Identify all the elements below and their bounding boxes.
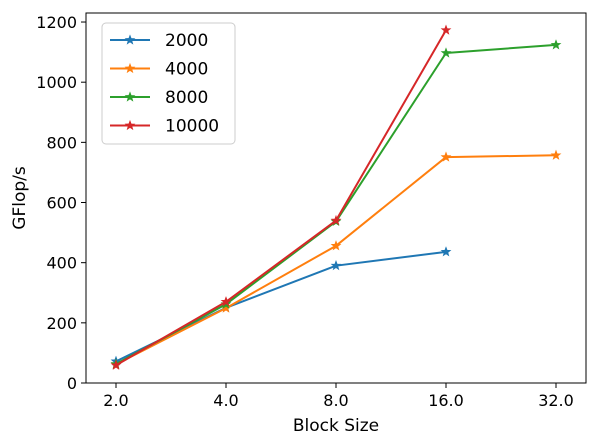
legend-marker [124,62,136,74]
y-tick-label: 800 [46,133,77,152]
data-point [440,47,452,58]
series-line [115,250,447,363]
y-axis: 0 200 400 600 800 1000 1200 [36,13,86,393]
y-tick-label: 600 [46,194,77,213]
data-point [330,260,342,271]
legend-marker [124,91,136,102]
series-line [115,29,447,367]
data-point [440,24,452,35]
legend-box [101,22,236,145]
legend-label: 2000 [165,31,208,51]
legend-marker [124,119,136,131]
legend-item: 10000 [110,117,219,137]
series-2000 [110,246,452,366]
x-tick-label: 16.0 [428,391,464,410]
data-point [330,240,342,251]
y-axis-title: GFlop/s [10,166,30,230]
data-point [110,359,122,370]
y-tick-label: 1000 [36,73,77,92]
series-4000 [110,149,562,369]
data-point [440,151,452,162]
series-line [115,154,557,366]
legend-label: 10000 [165,117,219,137]
x-tick-label: 4.0 [213,391,238,410]
y-tick-label: 1200 [36,13,77,32]
legend-item: 4000 [110,60,208,80]
x-tick-label: 2.0 [103,391,128,410]
plot-area [110,24,562,370]
y-tick-label: 400 [46,254,77,273]
y-tick-label: 0 [67,374,77,393]
legend-label: 8000 [165,88,208,108]
legend: 2000 4000 8000 10000 [101,22,236,145]
data-point [440,246,452,257]
data-point [550,149,562,160]
legend-label: 4000 [165,60,208,80]
x-tick-label: 32.0 [538,391,574,410]
data-point [550,39,562,50]
legend-item: 8000 [110,88,208,108]
y-tick-label: 200 [46,314,77,333]
x-axis-title: Block Size [293,416,379,436]
legend-marker [124,34,136,45]
series-10000 [110,24,452,370]
data-point [330,214,342,226]
data-point [220,296,232,307]
x-axis: 2.0 4.0 8.0 16.0 32.0 [103,383,574,410]
x-tick-label: 8.0 [323,391,348,410]
legend-item: 2000 [110,31,208,51]
